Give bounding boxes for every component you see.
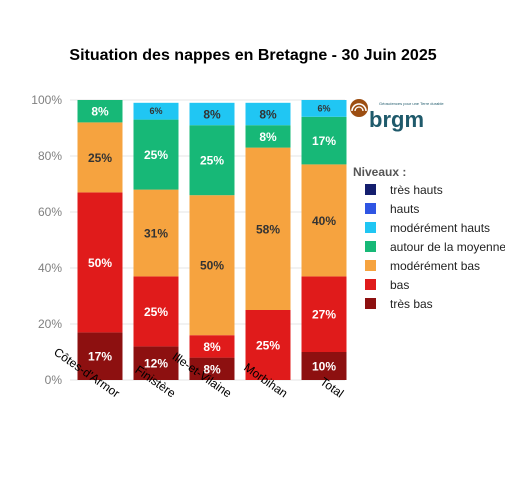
legend-swatch bbox=[365, 279, 376, 290]
bar-segment bbox=[245, 125, 291, 148]
y-axis: 0% 20% 40% 60% 80% 100% bbox=[31, 93, 62, 387]
chart-title: Situation des nappes en Bretagne - 30 Ju… bbox=[69, 47, 436, 64]
logo-wordmark: brgm bbox=[369, 107, 424, 132]
bar-segment bbox=[245, 147, 291, 310]
bar-segment bbox=[301, 164, 347, 277]
legend-label: modérément hauts bbox=[390, 221, 490, 235]
bar-data-label: 12% bbox=[144, 357, 168, 371]
legend-swatch bbox=[365, 241, 376, 252]
bar-segment bbox=[301, 276, 347, 352]
y-tick-label: 100% bbox=[31, 93, 62, 107]
legend-label: bas bbox=[390, 278, 409, 292]
bars: 17% 50% 25% 8% 12% 25% 31% 25% 6% 8% 8% 50% 25% 8% 25%… bbox=[77, 100, 347, 380]
bar-segment bbox=[189, 102, 235, 126]
bar-data-label: 25% bbox=[88, 151, 112, 165]
bar-data-label: 50% bbox=[88, 256, 112, 270]
legend-swatch bbox=[365, 184, 376, 195]
legend-swatch bbox=[365, 260, 376, 271]
bar-data-label: 58% bbox=[256, 222, 280, 236]
bar-data-label: 40% bbox=[312, 214, 336, 228]
legend-label: hauts bbox=[390, 202, 419, 216]
brgm-logo: Géosciences pour une Terre durable brgm bbox=[350, 99, 444, 132]
legend-swatch bbox=[365, 203, 376, 214]
legend-label: modérément bas bbox=[390, 259, 480, 273]
bar-data-label: 8% bbox=[259, 130, 277, 144]
y-tick-label: 60% bbox=[38, 205, 62, 219]
bar-data-label: 6% bbox=[317, 103, 330, 113]
bar-data-label: 8% bbox=[259, 108, 277, 122]
legend-label: très bas bbox=[390, 297, 433, 311]
legend-label: autour de la moyenne bbox=[390, 240, 505, 254]
bar-segment bbox=[189, 357, 235, 380]
bar-data-label: 17% bbox=[312, 134, 336, 148]
bar-segment bbox=[133, 276, 179, 347]
bar-segment bbox=[133, 102, 179, 120]
legend-title: Niveaux : bbox=[353, 165, 406, 179]
bar-data-label: 8% bbox=[203, 340, 221, 354]
bar-segment bbox=[301, 100, 347, 117]
bar-segment bbox=[301, 352, 347, 380]
bar-segment bbox=[133, 119, 179, 190]
bar-segment bbox=[189, 195, 235, 336]
bar-segment bbox=[77, 100, 123, 123]
legend-swatch bbox=[365, 222, 376, 233]
bar-segment bbox=[301, 116, 347, 165]
bar-segment bbox=[245, 310, 291, 380]
logo-emblem-icon bbox=[350, 99, 368, 117]
bar-segment bbox=[189, 125, 235, 196]
legend-label: très hauts bbox=[390, 183, 443, 197]
bar-data-label: 8% bbox=[91, 105, 109, 119]
y-tick-label: 40% bbox=[38, 261, 62, 275]
bar-segment bbox=[245, 102, 291, 126]
bar-data-label: 31% bbox=[144, 227, 168, 241]
bar-segment bbox=[133, 189, 179, 277]
bar-data-label: 25% bbox=[256, 339, 280, 353]
bar-data-label: 25% bbox=[144, 305, 168, 319]
y-tick-label: 0% bbox=[45, 373, 63, 387]
bar-data-label: 17% bbox=[88, 350, 112, 364]
logo-tagline: Géosciences pour une Terre durable bbox=[379, 101, 444, 106]
bar-data-label: 8% bbox=[203, 108, 221, 122]
bar-data-label: 25% bbox=[144, 148, 168, 162]
bar-data-label: 6% bbox=[149, 106, 162, 116]
legend-swatch bbox=[365, 298, 376, 309]
bar-data-label: 8% bbox=[203, 362, 221, 376]
bar-data-label: 25% bbox=[200, 154, 224, 168]
bar-data-label: 10% bbox=[312, 360, 336, 374]
bar-segment bbox=[77, 122, 123, 193]
bar-segment bbox=[189, 335, 235, 358]
bar-data-label: 27% bbox=[312, 308, 336, 322]
legend: Niveaux : très hauts hauts modérément haut… bbox=[353, 165, 505, 311]
bar-segment bbox=[133, 346, 179, 380]
bar-segment bbox=[77, 192, 123, 333]
bar-data-label: 50% bbox=[200, 259, 224, 273]
y-tick-label: 20% bbox=[38, 317, 62, 331]
bar-segment bbox=[77, 332, 123, 380]
y-tick-label: 80% bbox=[38, 149, 62, 163]
